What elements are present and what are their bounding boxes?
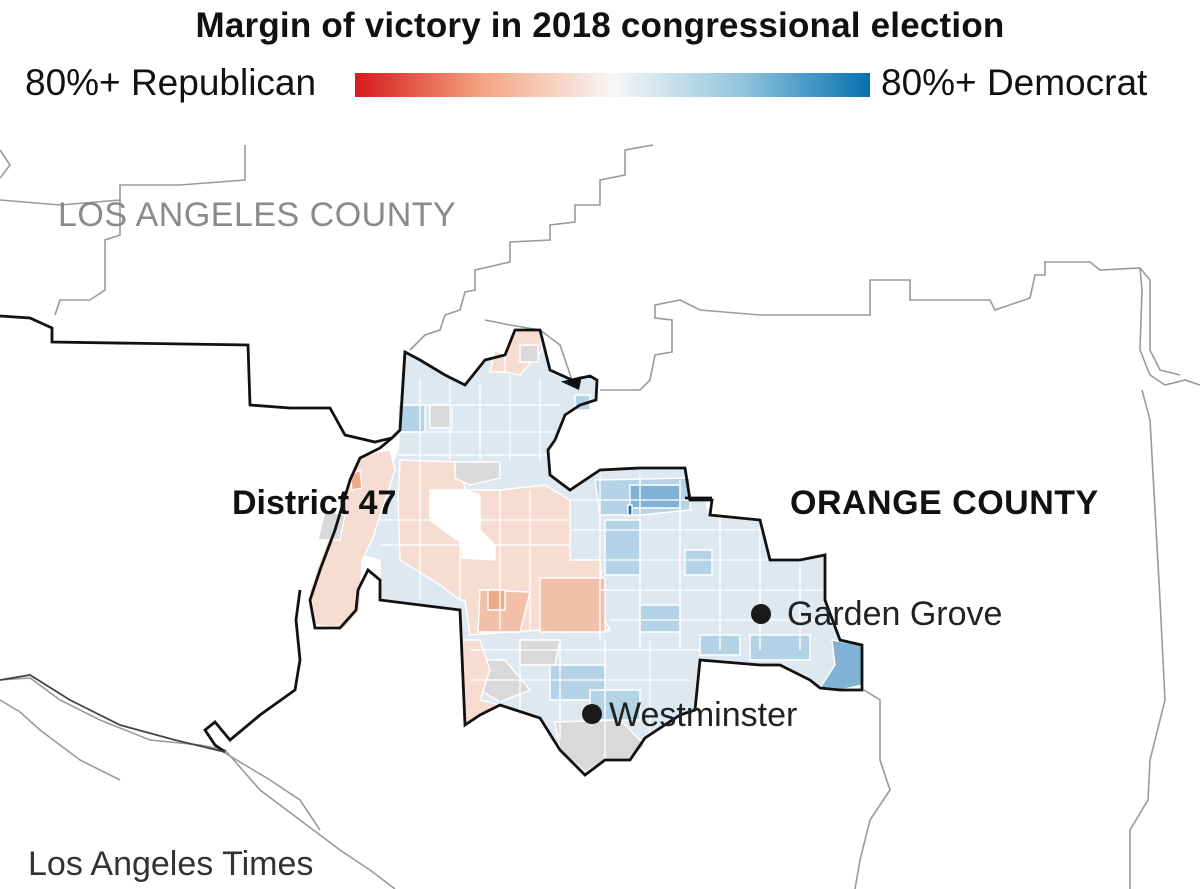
- legend-left-label: 80%+ Republican: [25, 62, 317, 103]
- precinct-grid: [380, 375, 835, 760]
- district-precincts: [309, 329, 863, 773]
- garden-grove-marker: [751, 604, 771, 624]
- westminster-marker: [582, 704, 602, 724]
- district-outline: [308, 328, 864, 777]
- westminster-label: Westminster: [609, 696, 798, 734]
- coastline: [0, 674, 226, 753]
- legend-right-label: 80%+ Democrat: [881, 62, 1148, 103]
- source-credit: Los Angeles Times: [28, 845, 314, 883]
- chart-title: Margin of victory in 2018 congressional …: [195, 6, 1005, 45]
- legend-gradient-bar: [355, 73, 870, 97]
- district-label: District 47: [232, 484, 397, 522]
- los-angeles-county-label: LOS ANGELES COUNTY: [58, 196, 457, 234]
- city-boundaries: [0, 144, 1200, 889]
- district-spur: [560, 376, 712, 500]
- orange-county-label: ORANGE COUNTY: [790, 484, 1099, 522]
- garden-grove-label: Garden Grove: [787, 595, 1003, 633]
